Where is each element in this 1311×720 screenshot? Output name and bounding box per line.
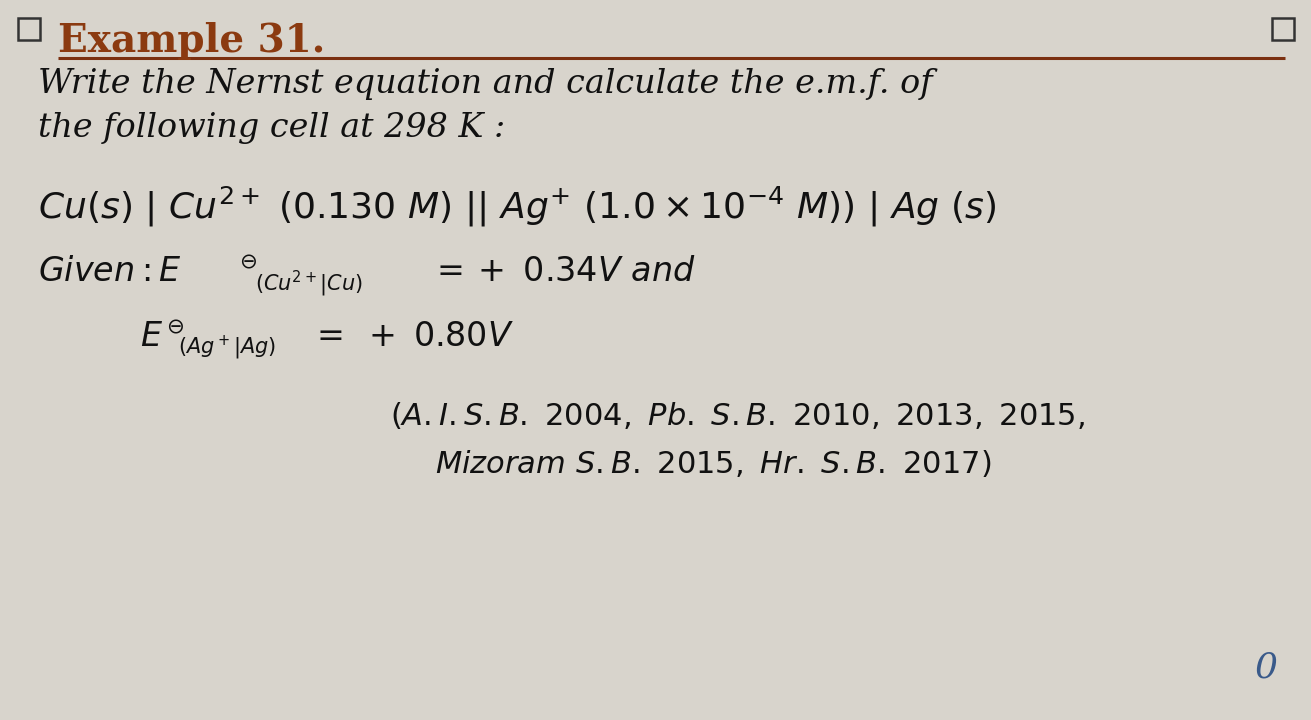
Text: $\mathit{Mizoram\ S.B.\ 2015,\ Hr.\ S.B.\ 2017)}$: $\mathit{Mizoram\ S.B.\ 2015,\ Hr.\ S.B.… [435, 448, 991, 479]
Text: $(Cu^{2+}|Cu)$: $(Cu^{2+}|Cu)$ [256, 269, 363, 300]
Bar [1272, 18, 1294, 40]
Text: 0: 0 [1255, 650, 1278, 684]
Text: $\mathit{E}$: $\mathit{E}$ [140, 320, 163, 353]
Text: $(Ag^+|Ag)$: $(Ag^+|Ag)$ [178, 334, 277, 362]
Text: $\mathit{Given : E}$: $\mathit{Given : E}$ [38, 255, 182, 288]
Bar [18, 18, 41, 40]
Text: $\mathit{= +\ 0.34V\ and}$: $\mathit{= +\ 0.34V\ and}$ [430, 255, 696, 288]
Text: $^\ominus$: $^\ominus$ [163, 320, 185, 349]
Text: $\mathit{=\ +\ 0.80V}$: $\mathit{=\ +\ 0.80V}$ [309, 320, 514, 353]
Text: $\mathit{(A.I.S.B.\ 2004,\ Pb.\ S.B.\ 2010,\ 2013,\ 2015,}$: $\mathit{(A.I.S.B.\ 2004,\ Pb.\ S.B.\ 20… [389, 400, 1086, 431]
Text: $\mathit{Cu(s)\ |\ Cu^{2+}\ (0.130\ M)\ ||\  Ag^{+}\ (1.0 \times 10^{-4}\ M))\  : $\mathit{Cu(s)\ |\ Cu^{2+}\ (0.130\ M)\ … [38, 185, 996, 229]
Text: Example 31.: Example 31. [58, 22, 325, 60]
Text: Write the Nernst equation and calculate the e.m.f. of: Write the Nernst equation and calculate … [38, 68, 932, 100]
Text: $^\ominus$: $^\ominus$ [235, 255, 257, 284]
Text: the following cell at 298 K :: the following cell at 298 K : [38, 112, 505, 144]
